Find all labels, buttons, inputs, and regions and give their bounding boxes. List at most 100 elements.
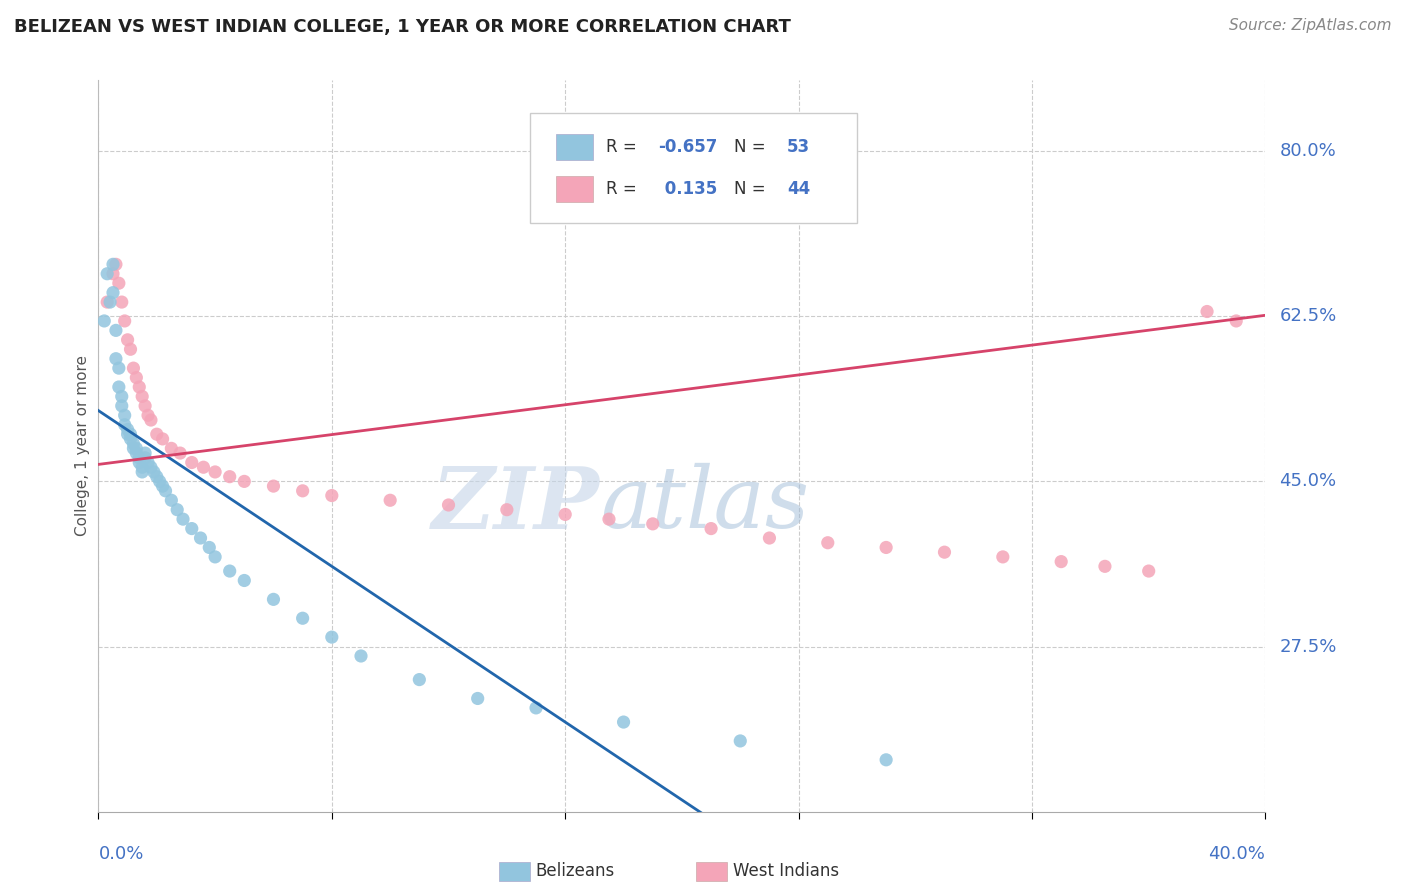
Point — [378, 493, 402, 508]
Point — [117, 333, 139, 347]
Text: 40.0%: 40.0% — [1209, 845, 1265, 863]
Point — [1050, 555, 1073, 569]
Point — [114, 417, 136, 432]
Point — [291, 483, 314, 498]
Text: 80.0%: 80.0% — [1279, 142, 1336, 160]
Point — [758, 531, 780, 545]
Text: BELIZEAN VS WEST INDIAN COLLEGE, 1 YEAR OR MORE CORRELATION CHART: BELIZEAN VS WEST INDIAN COLLEGE, 1 YEAR … — [14, 18, 792, 36]
Point — [131, 389, 153, 403]
Point — [128, 450, 150, 465]
Point — [169, 446, 191, 460]
Text: 53: 53 — [787, 138, 810, 156]
Point — [190, 531, 212, 545]
Point — [108, 276, 131, 290]
Point — [700, 522, 723, 536]
Point — [437, 498, 460, 512]
Point — [122, 436, 145, 450]
Point — [193, 460, 215, 475]
Point — [1225, 314, 1247, 328]
Point — [139, 413, 162, 427]
Point — [114, 314, 136, 328]
Text: Source: ZipAtlas.com: Source: ZipAtlas.com — [1229, 18, 1392, 33]
Point — [875, 753, 897, 767]
Point — [262, 592, 284, 607]
Text: 27.5%: 27.5% — [1279, 638, 1337, 656]
Point — [218, 564, 240, 578]
Point — [262, 479, 284, 493]
Point — [108, 380, 131, 394]
Point — [120, 427, 142, 442]
FancyBboxPatch shape — [555, 176, 593, 202]
Point — [125, 442, 148, 456]
Point — [101, 257, 124, 271]
Point — [198, 541, 221, 555]
Point — [495, 502, 517, 516]
Point — [467, 691, 489, 706]
Point — [1195, 304, 1218, 318]
Point — [122, 442, 145, 456]
Point — [155, 483, 177, 498]
Point — [817, 535, 839, 549]
Point — [134, 450, 156, 465]
Text: 0.135: 0.135 — [658, 180, 717, 198]
Point — [152, 432, 174, 446]
Text: Belizeans: Belizeans — [536, 863, 614, 880]
Text: N =: N = — [734, 180, 772, 198]
Point — [111, 295, 134, 310]
Point — [131, 460, 153, 475]
Text: 62.5%: 62.5% — [1279, 307, 1337, 326]
Point — [101, 285, 124, 300]
Point — [180, 456, 202, 470]
Text: ZIP: ZIP — [433, 463, 600, 546]
Point — [134, 446, 156, 460]
Text: R =: R = — [606, 138, 643, 156]
FancyBboxPatch shape — [530, 113, 856, 223]
Point — [114, 409, 136, 423]
Text: West Indians: West Indians — [733, 863, 838, 880]
Point — [117, 427, 139, 442]
Point — [1094, 559, 1116, 574]
Point — [104, 351, 127, 366]
Point — [598, 512, 620, 526]
Point — [125, 446, 148, 460]
Point — [146, 469, 169, 483]
Point — [111, 389, 134, 403]
Text: 45.0%: 45.0% — [1279, 473, 1337, 491]
Point — [204, 549, 226, 564]
Point — [120, 432, 142, 446]
Point — [350, 648, 373, 663]
Y-axis label: College, 1 year or more: College, 1 year or more — [75, 356, 90, 536]
Point — [108, 361, 131, 376]
Point — [134, 399, 156, 413]
Point — [104, 257, 127, 271]
Point — [172, 512, 194, 526]
Point — [128, 456, 150, 470]
Point — [728, 734, 751, 748]
Point — [131, 465, 153, 479]
Point — [111, 399, 134, 413]
Point — [934, 545, 956, 559]
Point — [104, 323, 127, 337]
Point — [321, 489, 343, 503]
Point — [122, 361, 145, 376]
Point — [160, 493, 183, 508]
Point — [180, 522, 202, 536]
Text: N =: N = — [734, 138, 772, 156]
Point — [160, 442, 183, 456]
Point — [125, 370, 148, 384]
Point — [128, 380, 150, 394]
Point — [93, 314, 115, 328]
Point — [991, 549, 1014, 564]
Point — [96, 267, 118, 281]
Point — [98, 295, 121, 310]
Text: 0.0%: 0.0% — [98, 845, 143, 863]
Text: 44: 44 — [787, 180, 810, 198]
Point — [204, 465, 226, 479]
Point — [139, 460, 162, 475]
Point — [1137, 564, 1160, 578]
Point — [136, 409, 159, 423]
Point — [408, 673, 430, 687]
Point — [152, 479, 174, 493]
Point — [875, 541, 897, 555]
Point — [321, 630, 343, 644]
